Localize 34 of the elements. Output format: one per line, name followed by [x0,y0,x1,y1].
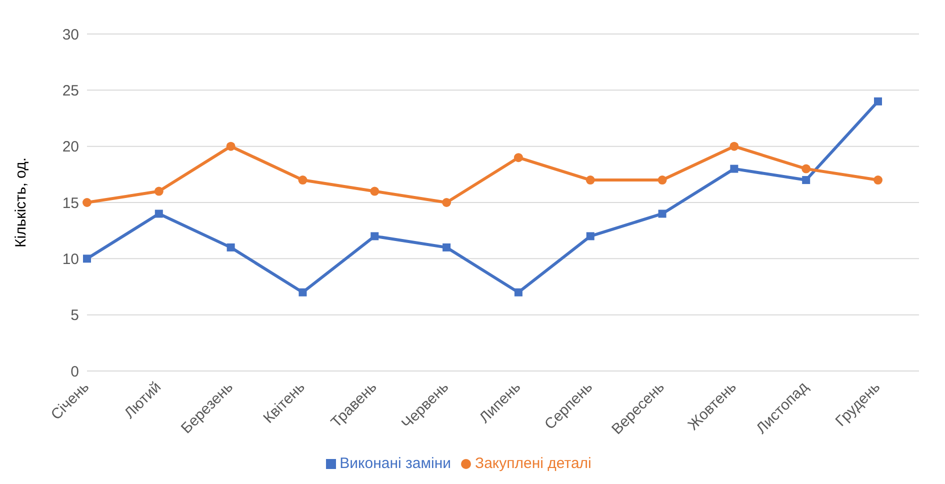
point [154,210,163,218]
point [82,198,92,207]
legend-label: Закуплені деталі [475,455,592,472]
point [802,176,810,184]
y-tick-label: 30 [62,26,79,44]
point [298,288,307,296]
point [874,97,882,106]
point [83,254,91,263]
point [226,142,236,151]
point [370,232,379,240]
y-tick-label: 20 [62,138,79,156]
y-tick-label: 25 [62,82,79,100]
point [442,243,451,252]
y-tick-label: 15 [62,194,79,212]
point [586,232,594,240]
point [586,176,595,185]
point [658,210,666,218]
y-axis-title: Кількість, од. [12,158,30,248]
point [514,288,522,296]
legend-label: Виконані заміни [340,455,452,472]
point [514,153,523,162]
y-tick-label: 5 [70,307,79,324]
point [226,243,235,252]
point [874,176,882,185]
y-tick-label: 10 [62,250,79,268]
point [730,142,739,151]
point [802,164,811,174]
point [658,176,667,185]
y-tick-label: 0 [70,363,79,380]
point [298,176,308,185]
point [730,164,738,173]
point [370,186,380,196]
point [442,198,452,207]
point [154,186,164,196]
